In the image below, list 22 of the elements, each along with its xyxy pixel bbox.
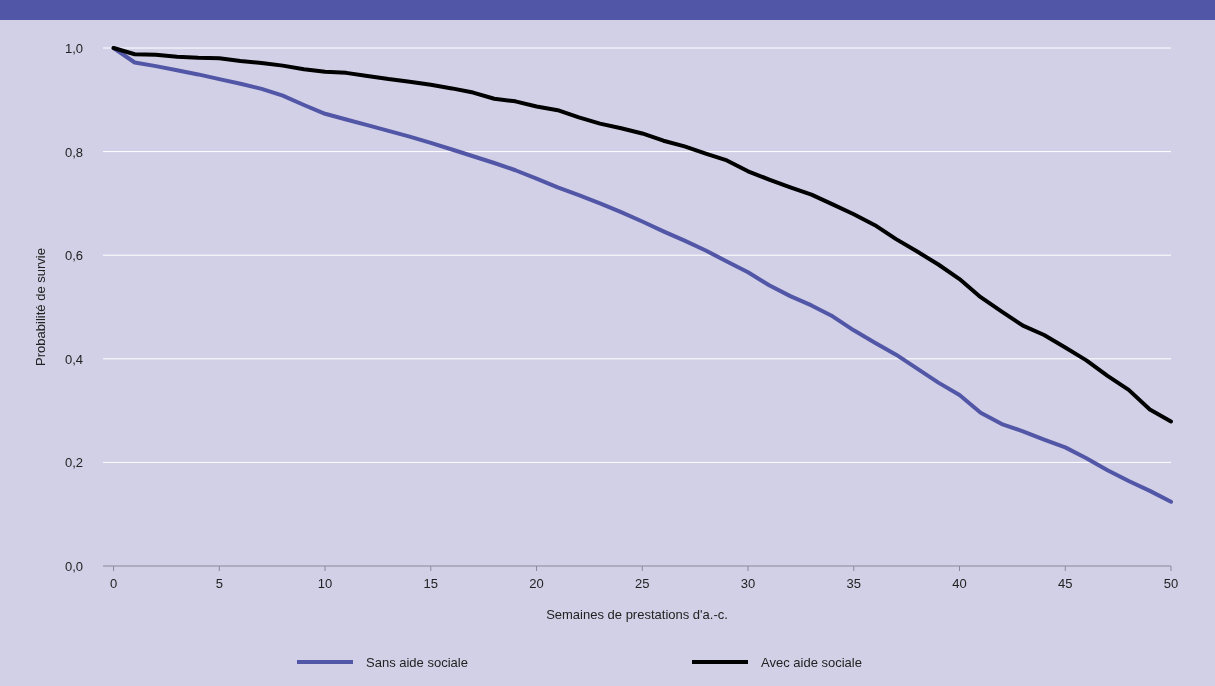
line-series bbox=[111, 46, 1173, 424]
y-axis-title: Probabilité de survie bbox=[33, 248, 48, 366]
y-tick-label: 0,4 bbox=[64, 351, 83, 367]
y-tick-label: 0,0 bbox=[64, 559, 83, 574]
y-tick-label: 0,2 bbox=[64, 455, 83, 471]
x-tick-label: 20 bbox=[529, 576, 544, 591]
x-tick-label: 45 bbox=[1058, 576, 1073, 591]
x-axis-title: Semaines de prestations d'a.-c. bbox=[546, 607, 728, 622]
x-tick-label: 0 bbox=[109, 576, 118, 591]
y-tick-label: 1,0 bbox=[64, 41, 83, 56]
legend-label: Sans aide sociale bbox=[366, 655, 468, 670]
x-tick-label: 50 bbox=[1163, 576, 1179, 591]
x-tick-label: 5 bbox=[215, 576, 223, 591]
x-tick-label: 35 bbox=[846, 576, 862, 591]
legend-label: Avec aide sociale bbox=[761, 655, 862, 670]
y-tick-label: 0,8 bbox=[64, 144, 83, 160]
x-tick-label: 15 bbox=[423, 576, 439, 591]
x-tick-label: 25 bbox=[635, 576, 650, 591]
x-tick-label: 40 bbox=[952, 576, 967, 591]
y-tick-label: 0,6 bbox=[64, 248, 83, 264]
x-tick-label: 10 bbox=[317, 576, 333, 591]
x-tick-label: 30 bbox=[740, 576, 756, 591]
